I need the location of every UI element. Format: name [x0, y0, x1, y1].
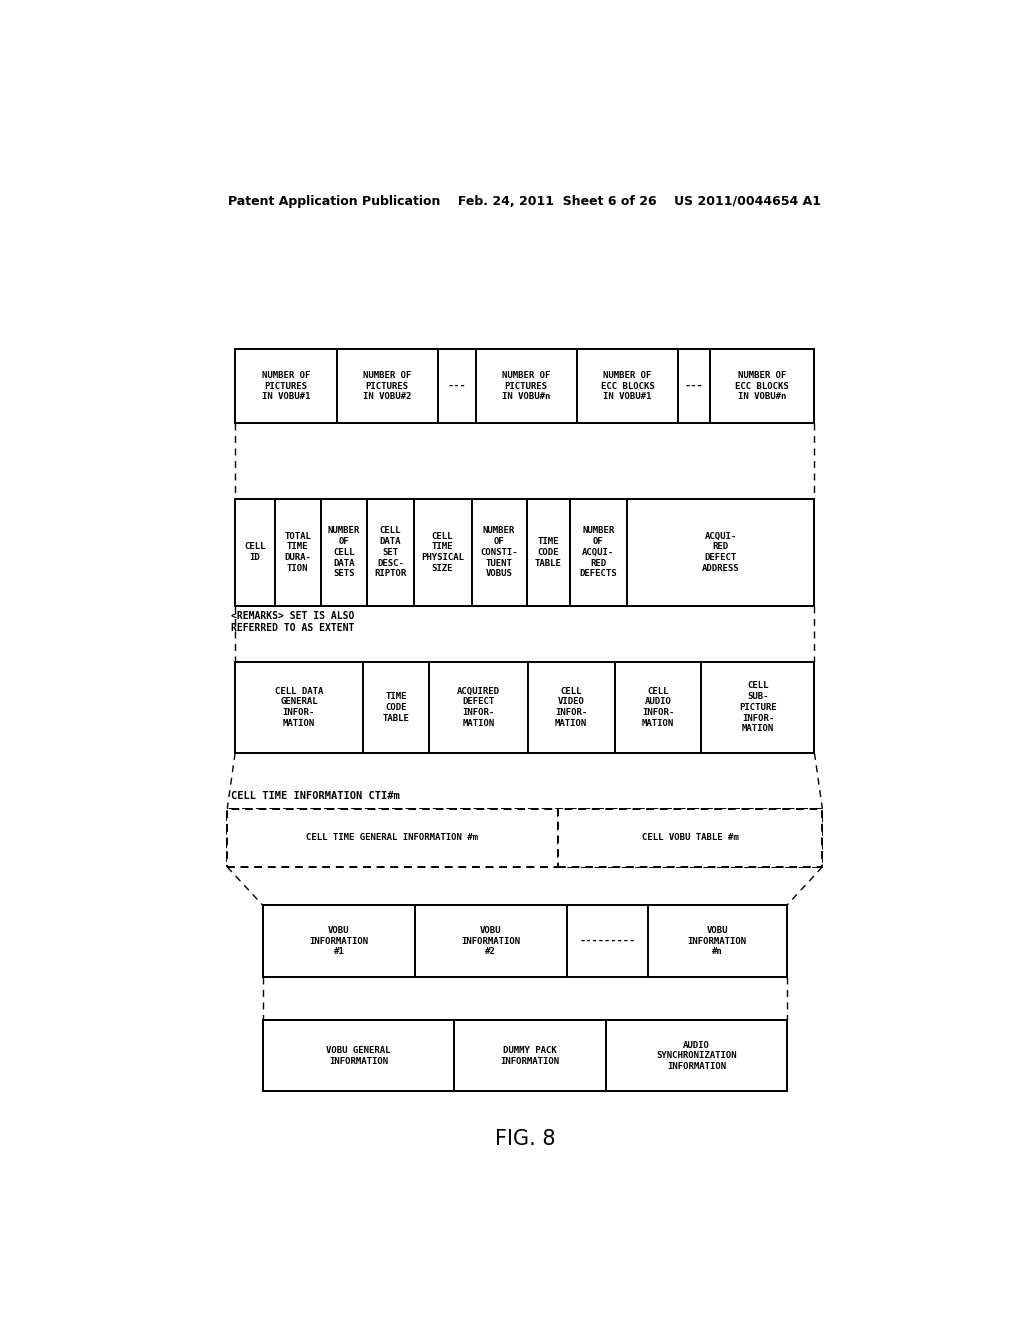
Text: ---------: --------- [580, 936, 636, 946]
Text: FIG. 8: FIG. 8 [495, 1129, 555, 1150]
Text: Patent Application Publication    Feb. 24, 2011  Sheet 6 of 26    US 2011/004465: Patent Application Publication Feb. 24, … [228, 194, 821, 207]
Text: TOTAL
TIME
DURA-
TION: TOTAL TIME DURA- TION [285, 532, 311, 573]
Bar [263, 906, 415, 977]
Text: CELL
DATA
SET
DESC-
RIPTOR: CELL DATA SET DESC- RIPTOR [374, 527, 407, 578]
Bar [570, 499, 627, 606]
Bar [321, 499, 368, 606]
Bar [236, 499, 274, 606]
Text: ---: --- [685, 381, 703, 391]
Bar [415, 906, 566, 977]
Text: ACQUI-
RED
DEFECT
ADDRESS: ACQUI- RED DEFECT ADDRESS [701, 532, 739, 573]
Bar [263, 906, 786, 977]
Text: NUMBER OF
ECC BLOCKS
IN VOBU#1: NUMBER OF ECC BLOCKS IN VOBU#1 [601, 371, 654, 401]
Text: NUMBER OF
PICTURES
IN VOBU#2: NUMBER OF PICTURES IN VOBU#2 [364, 371, 412, 401]
Bar [577, 350, 678, 422]
Text: NUMBER
OF
CONSTI-
TUENT
VOBUS: NUMBER OF CONSTI- TUENT VOBUS [480, 527, 518, 578]
Text: VOBU
INFORMATION
#n: VOBU INFORMATION #n [688, 925, 746, 956]
Bar [236, 350, 337, 422]
Text: ---: --- [447, 381, 466, 391]
Text: CELL
VIDEO
INFOR-
MATION: CELL VIDEO INFOR- MATION [555, 686, 588, 727]
Text: CELL VOBU TABLE #m: CELL VOBU TABLE #m [642, 833, 738, 842]
Bar [454, 1020, 606, 1092]
Bar [227, 809, 557, 867]
Bar [527, 661, 614, 752]
Text: NUMBER OF
PICTURES
IN VOBU#1: NUMBER OF PICTURES IN VOBU#1 [262, 371, 310, 401]
Text: CELL DATA
GENERAL
INFOR-
MATION: CELL DATA GENERAL INFOR- MATION [274, 686, 323, 727]
Text: TIME
CODE
TABLE: TIME CODE TABLE [535, 537, 562, 568]
Bar [711, 350, 814, 422]
Bar [648, 906, 786, 977]
Text: TIME
CODE
TABLE: TIME CODE TABLE [382, 692, 410, 722]
Text: CELL
TIME
PHYSICAL
SIZE: CELL TIME PHYSICAL SIZE [421, 532, 464, 573]
Text: VOBU
INFORMATION
#2: VOBU INFORMATION #2 [461, 925, 520, 956]
Bar [614, 661, 701, 752]
Bar [606, 1020, 786, 1092]
Bar [263, 1020, 454, 1092]
Bar [414, 499, 471, 606]
Text: DUMMY PACK
INFORMATION: DUMMY PACK INFORMATION [501, 1045, 559, 1065]
Bar [701, 661, 814, 752]
Bar [471, 499, 526, 606]
Bar [557, 809, 822, 867]
Bar [236, 661, 814, 752]
Bar [337, 350, 438, 422]
Bar [263, 1020, 786, 1092]
Text: AUDIO
SYNCHRONIZATION
INFORMATION: AUDIO SYNCHRONIZATION INFORMATION [656, 1040, 736, 1071]
Text: VOBU
INFORMATION
#1: VOBU INFORMATION #1 [309, 925, 369, 956]
Text: CELL TIME GENERAL INFORMATION #m: CELL TIME GENERAL INFORMATION #m [306, 833, 478, 842]
Bar [236, 661, 362, 752]
Text: VOBU GENERAL
INFORMATION: VOBU GENERAL INFORMATION [327, 1045, 391, 1065]
Bar [627, 499, 814, 606]
Text: CELL
AUDIO
INFOR-
MATION: CELL AUDIO INFOR- MATION [642, 686, 674, 727]
Text: CELL
SUB-
PICTURE
INFOR-
MATION: CELL SUB- PICTURE INFOR- MATION [739, 681, 777, 733]
Bar [236, 499, 814, 606]
Text: CELL TIME INFORMATION CTI#m: CELL TIME INFORMATION CTI#m [231, 791, 400, 801]
Text: ACQUIRED
DEFECT
INFOR-
MATION: ACQUIRED DEFECT INFOR- MATION [457, 686, 500, 727]
Text: CELL
ID: CELL ID [244, 543, 265, 562]
Bar [429, 661, 527, 752]
Bar [236, 350, 814, 422]
Text: NUMBER OF
PICTURES
IN VOBU#n: NUMBER OF PICTURES IN VOBU#n [502, 371, 551, 401]
Bar [274, 499, 321, 606]
Bar [526, 499, 570, 606]
Bar [227, 809, 822, 867]
Bar [362, 661, 429, 752]
Text: NUMBER OF
ECC BLOCKS
IN VOBU#n: NUMBER OF ECC BLOCKS IN VOBU#n [735, 371, 790, 401]
Bar [475, 350, 577, 422]
Text: <REMARKS> SET IS ALSO
REFERRED TO AS EXTENT: <REMARKS> SET IS ALSO REFERRED TO AS EXT… [231, 611, 354, 634]
Text: NUMBER
OF
CELL
DATA
SETS: NUMBER OF CELL DATA SETS [328, 527, 360, 578]
Text: NUMBER
OF
ACQUI-
RED
DEFECTS: NUMBER OF ACQUI- RED DEFECTS [580, 527, 617, 578]
Bar [368, 499, 414, 606]
